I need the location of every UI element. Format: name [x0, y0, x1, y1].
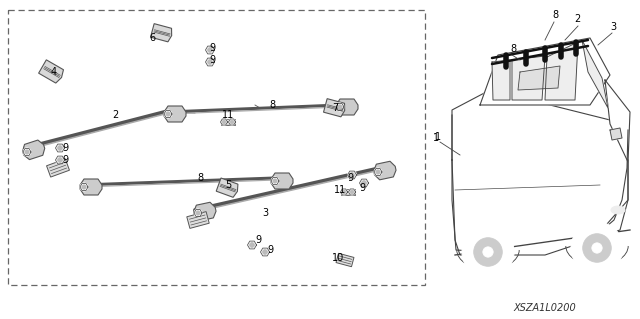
Polygon shape [374, 161, 396, 180]
Text: 2: 2 [112, 110, 118, 120]
Text: 9: 9 [62, 155, 68, 165]
Text: 6: 6 [149, 33, 155, 43]
Circle shape [221, 118, 227, 125]
Polygon shape [518, 66, 560, 90]
Circle shape [592, 243, 602, 253]
Circle shape [222, 120, 226, 124]
Text: 7: 7 [332, 103, 338, 113]
Circle shape [362, 181, 367, 185]
Text: 10: 10 [332, 253, 344, 263]
Circle shape [194, 209, 202, 217]
Circle shape [342, 190, 346, 194]
Text: 9: 9 [209, 43, 215, 53]
Polygon shape [512, 56, 545, 100]
Circle shape [374, 168, 382, 176]
Text: 9: 9 [347, 173, 353, 183]
Text: 2: 2 [574, 14, 580, 24]
Circle shape [248, 241, 257, 249]
Polygon shape [610, 128, 622, 140]
Circle shape [164, 110, 172, 118]
Circle shape [340, 189, 348, 196]
Circle shape [360, 179, 369, 188]
Text: 11: 11 [222, 110, 234, 120]
Text: 1: 1 [435, 132, 441, 142]
Polygon shape [194, 202, 216, 221]
Circle shape [56, 155, 65, 165]
Circle shape [571, 222, 623, 274]
Polygon shape [492, 60, 510, 100]
Text: XSZA1L0200: XSZA1L0200 [514, 303, 577, 313]
Circle shape [80, 183, 88, 191]
Polygon shape [452, 90, 628, 255]
Polygon shape [38, 60, 63, 83]
Text: 8: 8 [510, 44, 516, 54]
Polygon shape [22, 140, 45, 160]
Circle shape [336, 103, 344, 111]
Polygon shape [336, 253, 354, 267]
Text: 4: 4 [51, 67, 57, 77]
Polygon shape [545, 42, 578, 100]
Text: 3: 3 [262, 208, 268, 218]
Polygon shape [324, 99, 345, 117]
Circle shape [483, 247, 493, 257]
Circle shape [207, 60, 212, 64]
Polygon shape [216, 178, 238, 197]
Ellipse shape [611, 206, 625, 214]
Circle shape [207, 48, 212, 52]
Circle shape [58, 145, 63, 151]
Circle shape [205, 57, 214, 66]
Text: 9: 9 [209, 55, 215, 65]
Circle shape [23, 148, 31, 156]
Circle shape [349, 189, 355, 196]
Polygon shape [221, 119, 235, 125]
Circle shape [350, 190, 354, 194]
Circle shape [230, 120, 234, 124]
Text: 11: 11 [334, 185, 346, 195]
Circle shape [273, 179, 277, 183]
Circle shape [376, 170, 380, 174]
Circle shape [205, 46, 214, 55]
Polygon shape [150, 24, 172, 42]
Circle shape [348, 170, 356, 180]
Circle shape [349, 173, 355, 177]
Text: 9: 9 [255, 235, 261, 245]
Circle shape [462, 226, 514, 278]
Circle shape [228, 118, 236, 125]
Circle shape [56, 144, 65, 152]
Circle shape [260, 248, 269, 256]
Circle shape [25, 150, 29, 154]
Circle shape [82, 185, 86, 189]
Text: 5: 5 [225, 180, 231, 190]
Text: 1: 1 [433, 133, 439, 143]
Polygon shape [480, 38, 610, 105]
Text: 9: 9 [359, 183, 365, 193]
Text: 9: 9 [62, 143, 68, 153]
Text: 9: 9 [267, 245, 273, 255]
Polygon shape [341, 189, 355, 195]
Polygon shape [336, 99, 358, 115]
Polygon shape [187, 211, 209, 228]
Text: 8: 8 [552, 10, 558, 20]
Circle shape [166, 112, 170, 116]
Bar [8, 10, 425, 285]
Polygon shape [582, 40, 608, 108]
Circle shape [582, 234, 611, 262]
Circle shape [262, 249, 268, 255]
Circle shape [250, 242, 255, 248]
Text: 8: 8 [269, 100, 275, 110]
Circle shape [474, 238, 502, 266]
Circle shape [58, 158, 63, 162]
Polygon shape [47, 159, 70, 177]
Circle shape [271, 177, 279, 185]
Text: 3: 3 [610, 22, 616, 32]
Circle shape [338, 105, 342, 109]
Polygon shape [80, 179, 102, 195]
Polygon shape [164, 106, 186, 122]
Text: 8: 8 [197, 173, 203, 183]
Polygon shape [271, 173, 293, 189]
Polygon shape [605, 80, 630, 162]
Circle shape [196, 211, 200, 215]
